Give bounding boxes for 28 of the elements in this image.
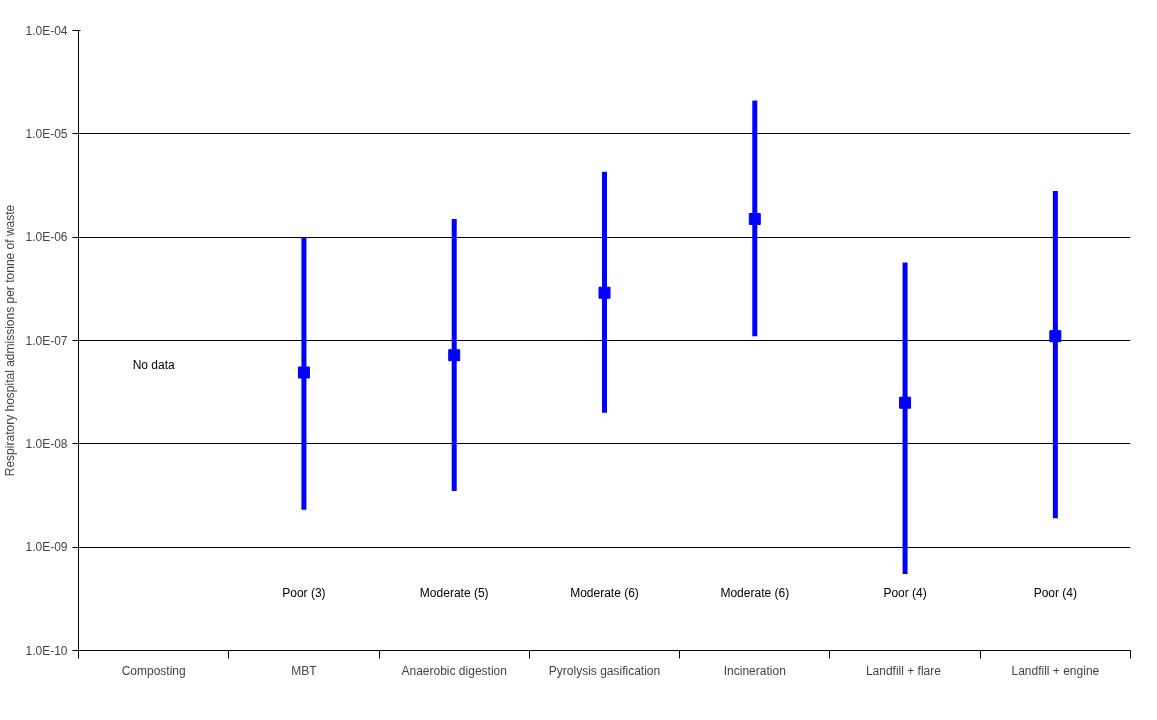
y-tick-label: 1.0E-07	[25, 333, 68, 348]
y-tick-label: 1.0E-08	[25, 436, 68, 451]
x-tick-label: Incineration	[723, 663, 786, 678]
y-tick-label: 1.0E-04	[25, 23, 68, 38]
x-tick-label: Composting	[121, 663, 186, 678]
y-tick-label: 1.0E-06	[25, 230, 68, 245]
annotation: Moderate (6)	[570, 585, 639, 600]
point	[748, 212, 761, 225]
x-tick-label: Landfill + engine	[1011, 663, 1100, 678]
point	[297, 366, 310, 379]
y-tick-label: 1.0E-05	[25, 126, 68, 141]
x-tick-label: Landfill + flare	[865, 663, 942, 678]
point	[1049, 330, 1062, 343]
y-tick-label: 1.0E-10	[25, 643, 68, 658]
point	[598, 286, 611, 299]
annotation: Moderate (6)	[720, 585, 790, 600]
annotation: Poor (3)	[282, 585, 326, 600]
x-tick-label: Anaerobic digestion	[401, 663, 507, 678]
y-axis-title: Respiratory hospital admissions per tonne of waste	[3, 204, 18, 477]
x-tick-label: MBT	[291, 663, 318, 678]
y-tick-label: 1.0E-09	[25, 540, 68, 555]
x-tick-label: Pyrolysis gasification	[548, 663, 661, 678]
annotation: Poor (4)	[883, 585, 927, 600]
point	[899, 396, 912, 409]
annotation: No data	[132, 358, 175, 373]
point	[448, 349, 461, 362]
annotation: Moderate (5)	[419, 585, 489, 600]
annotation: Poor (4)	[1033, 585, 1078, 600]
